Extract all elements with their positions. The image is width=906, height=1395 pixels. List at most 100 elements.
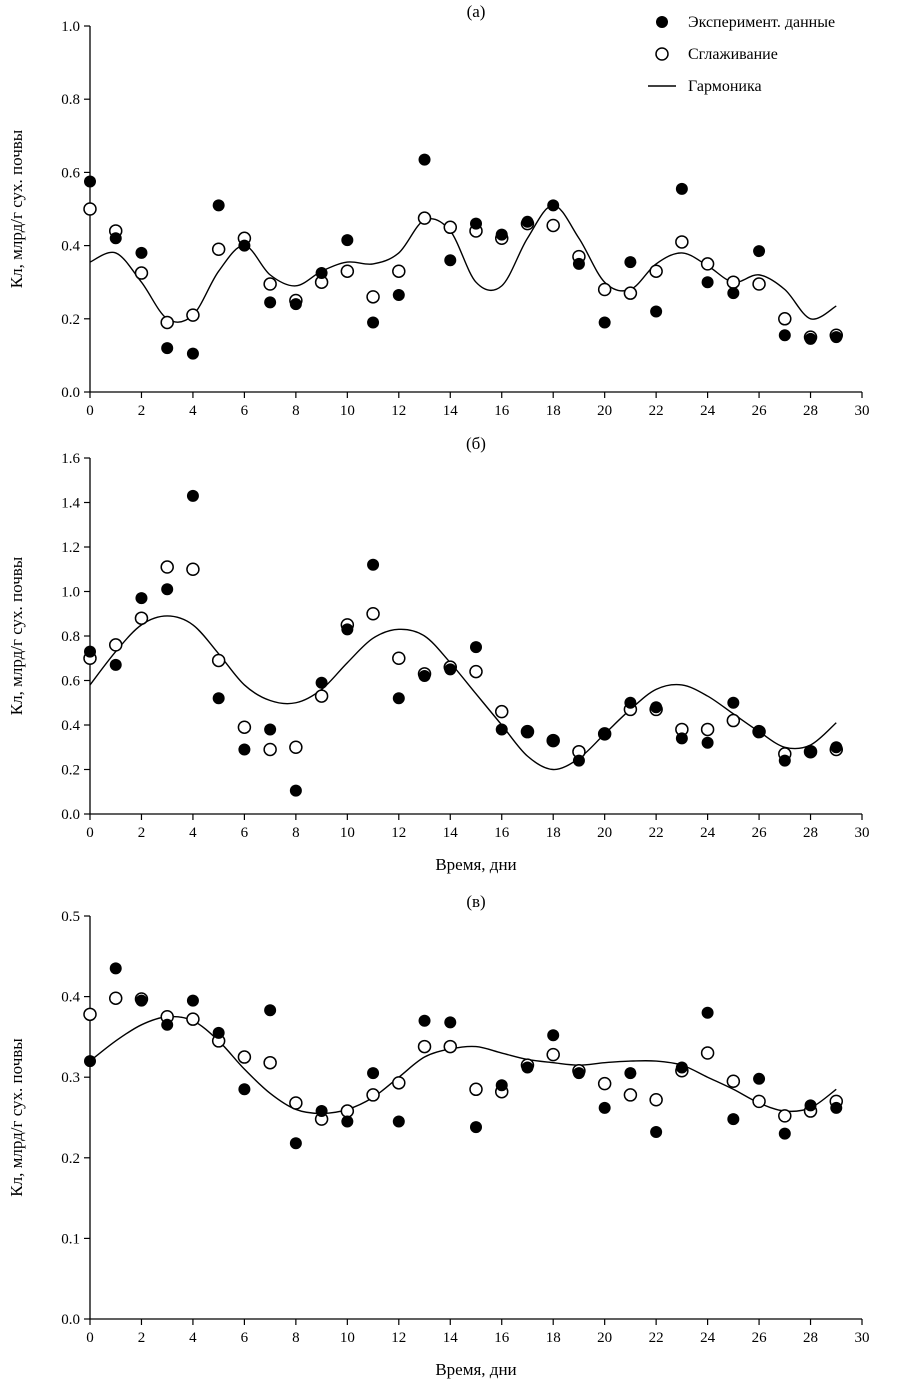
smoothing-point: [160, 560, 174, 574]
experimental-point: [84, 1055, 96, 1068]
smoothing-point: [392, 264, 406, 278]
experimental-point: [238, 743, 251, 756]
x-tick-label: 16: [494, 1330, 510, 1346]
x-tick-label: 10: [340, 403, 355, 419]
harmonic-line: [89, 204, 837, 323]
x-tick-label: 10: [340, 825, 355, 841]
experimental-point: [753, 725, 766, 738]
x-tick-label: 6: [241, 403, 249, 419]
experimental-point: [495, 1079, 508, 1092]
experimental-point: [572, 754, 585, 767]
experimental-point: [727, 696, 740, 709]
smoothing-point: [289, 740, 303, 754]
experimental-point: [367, 558, 380, 571]
smoothing-point: [340, 264, 355, 278]
panel-b-chart: (б)0.00.20.40.60.81.01.21.41.60 2 4 6 8 10 12 1…: [7, 434, 870, 874]
experimental-point: [701, 1006, 714, 1019]
smoothing-point: [443, 1039, 458, 1054]
x-tick-label: 4: [189, 1330, 197, 1346]
experimental-point: [650, 701, 663, 714]
smoothing-point: [186, 308, 200, 322]
experimental-point: [572, 1067, 585, 1080]
x-tick-label: 0: [86, 1330, 94, 1346]
x-tick-label: 12: [391, 825, 406, 841]
x-tick-label: 18: [546, 1330, 561, 1346]
y-tick-label: 1.0: [61, 585, 80, 601]
y-tick-label: 0.2: [61, 763, 80, 779]
experimental-point: [521, 725, 534, 738]
experimental-point: [778, 329, 791, 342]
experimental-point: [778, 754, 791, 767]
x-tick-label: 22: [649, 1330, 664, 1346]
experimental-point: [753, 1072, 766, 1085]
y-tick-label: 0.8: [61, 629, 80, 645]
experimental-point: [367, 316, 380, 329]
smoothing-point: [546, 218, 560, 233]
y-tick-label: 1.2: [61, 540, 80, 556]
smoothing-point: [186, 562, 200, 576]
experimental-point: [186, 489, 199, 502]
x-tick-label: 26: [752, 403, 768, 419]
experimental-point: [701, 736, 714, 749]
experimental-point: [521, 215, 534, 228]
y-tick-label: 1.4: [61, 496, 80, 512]
y-tick-label: 0.2: [61, 312, 80, 328]
smoothing-point: [263, 277, 277, 291]
smoothing-point: [134, 266, 149, 280]
experimental-point: [367, 1067, 380, 1080]
y-tick-label: 0.6: [61, 674, 80, 690]
smoothing-point: [494, 704, 509, 719]
experimental-point: [238, 239, 251, 252]
smoothing-point: [778, 312, 792, 326]
experimental-point: [444, 663, 457, 676]
x-tick-label: 20: [597, 1330, 612, 1346]
experimental-point: [212, 692, 225, 705]
x-tick-label: 2: [138, 1330, 146, 1346]
x-tick-label: 4: [189, 825, 197, 841]
y-tick-label: 0.0: [61, 385, 80, 401]
smoothing-point: [263, 742, 277, 757]
experimental-point: [650, 305, 663, 318]
x-tick-label: 6: [241, 1330, 249, 1346]
y-tick-label: 0.3: [61, 1070, 80, 1086]
experimental-point: [830, 331, 843, 344]
smoothing-point: [726, 275, 741, 289]
smoothing-point: [289, 1096, 303, 1110]
smoothing-point: [263, 1055, 277, 1070]
x-tick-label: 0: [86, 403, 94, 419]
x-tick-label: 22: [649, 403, 664, 419]
y-tick-label: 0.0: [61, 1312, 80, 1328]
y-tick-label: 0.8: [61, 92, 80, 108]
panel-a: (а) 0.0 0.2 0.4 0.6 0.8 1.0 0 2 4 6 8 10 12 14 16 18 20 22…: [0, 0, 906, 432]
experimental-point: [289, 1137, 302, 1150]
smoothing-point: [366, 607, 380, 621]
experimental-point: [727, 287, 740, 300]
x-tick-label: 20: [597, 825, 612, 841]
experimental-point: [495, 228, 508, 241]
smoothing-point: [160, 315, 174, 330]
x-tick-label: 24: [700, 1330, 716, 1346]
experimental-point: [804, 745, 817, 758]
x-tick-label: 26: [752, 1330, 768, 1346]
experimental-point: [521, 1061, 534, 1074]
smoothing-point: [314, 689, 329, 703]
y-tick-label: 0.4: [61, 718, 80, 734]
experimental-point: [264, 723, 277, 736]
experimental-point: [418, 1014, 431, 1027]
smoothing-point: [752, 277, 766, 291]
panel-title: (б): [466, 434, 486, 453]
experimental-point: [598, 727, 611, 740]
legend-label: Сглаживание: [688, 46, 778, 63]
experimental-point: [495, 723, 508, 736]
experimental-point: [444, 1016, 457, 1029]
smoothing-point: [700, 1046, 715, 1060]
experimental-point: [598, 316, 611, 329]
x-tick-label: 2: [138, 825, 146, 841]
x-tick-label: 10: [340, 1330, 355, 1346]
x-axis-label: Время, дни: [435, 1360, 516, 1379]
y-tick-label: 1.6: [61, 451, 80, 467]
smoothing-point: [83, 1007, 97, 1022]
x-tick-label: 30: [855, 403, 870, 419]
experimental-point: [830, 1101, 843, 1114]
